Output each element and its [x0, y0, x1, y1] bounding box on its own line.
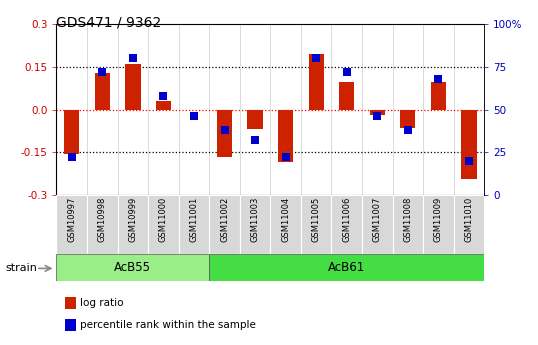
- Bar: [431, 82, 446, 110]
- FancyBboxPatch shape: [118, 195, 148, 254]
- Bar: [64, 110, 80, 154]
- Text: GSM11009: GSM11009: [434, 197, 443, 242]
- Point: [220, 127, 229, 133]
- Text: log ratio: log ratio: [80, 298, 124, 308]
- Point: [98, 69, 107, 75]
- Bar: [400, 110, 415, 128]
- FancyBboxPatch shape: [87, 195, 118, 254]
- FancyBboxPatch shape: [362, 195, 393, 254]
- Bar: [247, 110, 263, 129]
- Bar: [217, 110, 232, 157]
- FancyBboxPatch shape: [301, 195, 331, 254]
- FancyBboxPatch shape: [270, 195, 301, 254]
- FancyBboxPatch shape: [209, 254, 484, 281]
- Text: percentile rank within the sample: percentile rank within the sample: [80, 319, 256, 329]
- Text: GSM11004: GSM11004: [281, 197, 290, 242]
- Point: [373, 114, 381, 119]
- Text: GSM11005: GSM11005: [312, 197, 321, 242]
- FancyBboxPatch shape: [454, 195, 484, 254]
- FancyBboxPatch shape: [423, 195, 454, 254]
- Text: strain: strain: [5, 264, 37, 273]
- Point: [159, 93, 168, 99]
- Point: [67, 155, 76, 160]
- Bar: [65, 319, 76, 331]
- Text: GSM11010: GSM11010: [464, 197, 473, 242]
- Point: [434, 76, 443, 81]
- FancyBboxPatch shape: [148, 195, 179, 254]
- Point: [129, 56, 137, 61]
- Point: [281, 155, 290, 160]
- Text: AcB61: AcB61: [328, 261, 365, 274]
- Point: [190, 114, 199, 119]
- FancyBboxPatch shape: [393, 195, 423, 254]
- Bar: [339, 82, 355, 110]
- Text: AcB55: AcB55: [115, 261, 151, 274]
- Bar: [156, 101, 171, 110]
- Bar: [125, 64, 140, 110]
- Text: GSM11001: GSM11001: [189, 197, 199, 242]
- Text: GSM11002: GSM11002: [220, 197, 229, 242]
- Text: GSM11008: GSM11008: [404, 197, 412, 242]
- Text: GSM10999: GSM10999: [129, 197, 137, 242]
- Text: GSM10998: GSM10998: [98, 197, 107, 242]
- FancyBboxPatch shape: [209, 195, 240, 254]
- FancyBboxPatch shape: [56, 195, 87, 254]
- Bar: [308, 54, 324, 110]
- FancyBboxPatch shape: [331, 195, 362, 254]
- Bar: [278, 110, 293, 162]
- FancyBboxPatch shape: [56, 254, 209, 281]
- Bar: [461, 110, 477, 179]
- Point: [342, 69, 351, 75]
- Point: [312, 56, 321, 61]
- Text: GSM11000: GSM11000: [159, 197, 168, 242]
- Text: GSM11007: GSM11007: [373, 197, 382, 242]
- Bar: [65, 297, 76, 309]
- Point: [404, 127, 412, 133]
- Text: GSM11006: GSM11006: [342, 197, 351, 242]
- FancyBboxPatch shape: [179, 195, 209, 254]
- Text: GSM10997: GSM10997: [67, 197, 76, 242]
- FancyBboxPatch shape: [240, 195, 270, 254]
- Bar: [370, 110, 385, 115]
- Text: GSM11003: GSM11003: [251, 197, 259, 242]
- Point: [251, 138, 259, 143]
- Text: GDS471 / 9362: GDS471 / 9362: [56, 16, 162, 30]
- Bar: [95, 72, 110, 110]
- Point: [465, 158, 473, 164]
